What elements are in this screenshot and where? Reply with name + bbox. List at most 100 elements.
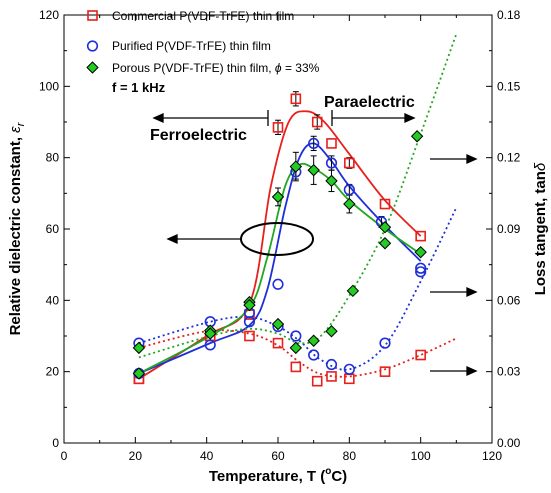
- dielectric-point-commercial: [326, 138, 337, 149]
- legend-label-commercial: Commercial P(VDF-TrFE) thin film: [112, 9, 294, 23]
- y2-tick-label: 0.18: [497, 8, 521, 22]
- loss-point-purified: [343, 363, 355, 375]
- dielectric-point-commercial: [379, 198, 391, 210]
- dielectric-point-commercial: [272, 122, 284, 133]
- paraelectric-label: Paraelectric: [324, 94, 415, 111]
- y-tick-label: 0: [52, 436, 59, 450]
- loss-point-commercial: [311, 375, 323, 387]
- loss-point-purified: [243, 316, 256, 328]
- dielectric-point-porous: [271, 190, 285, 204]
- dielectric-point-commercial: [415, 230, 426, 242]
- y-tick-label: 60: [46, 222, 60, 236]
- loss-point-commercial: [344, 373, 355, 385]
- y-tick-label: 40: [46, 293, 60, 307]
- x-tick-label: 60: [271, 449, 285, 463]
- loss-curve-porous: [138, 33, 458, 359]
- y2-tick-label: 0.03: [497, 365, 521, 379]
- y-tick-label: 100: [39, 79, 59, 93]
- loss-point-commercial: [272, 337, 284, 349]
- dielectric-point-commercial: [344, 157, 355, 169]
- dielectric-point-commercial: [311, 116, 323, 128]
- dielectric-point-porous: [132, 367, 146, 380]
- x-tick-label: 80: [343, 449, 357, 463]
- x-axis-title-main: Temperature, T (: [209, 468, 325, 485]
- data-markers: [132, 93, 427, 387]
- legend-label-porous-main: Porous P(VDF-TrFE) thin film,: [112, 61, 275, 75]
- dielectric-point-purified: [272, 278, 284, 290]
- y-axis-title-main: Relative dielectric constant,: [7, 133, 24, 336]
- loss-point-porous: [204, 327, 217, 340]
- legend-label-porous: Porous P(VDF-TrFE) thin film, ϕ = 33%: [112, 61, 320, 75]
- y2-tick-label: 0.00: [497, 436, 521, 450]
- loss-point-purified: [325, 358, 338, 371]
- dielectric-point-porous: [307, 163, 320, 177]
- loss-arrowhead-3: [466, 365, 478, 377]
- y2-tick-label: 0.09: [497, 222, 521, 236]
- dielectric-point-purified: [343, 184, 355, 196]
- loss-point-porous: [410, 130, 424, 143]
- x-tick-label: 40: [200, 449, 214, 463]
- loss-point-purified: [379, 337, 391, 349]
- loss-point-commercial: [415, 349, 426, 361]
- dielectric-point-porous: [343, 197, 356, 211]
- frequency-label: f = 1 kHz: [112, 80, 166, 95]
- legend-label-purified: Purified P(VDF-TrFE) thin film: [112, 39, 271, 53]
- dielectric-point-purified: [325, 157, 338, 169]
- loss-point-purified: [290, 330, 302, 342]
- loss-point-porous: [289, 341, 303, 355]
- dielectric-point-porous: [378, 221, 392, 234]
- legend: Commercial P(VDF-TrFE) thin film Purifie…: [86, 9, 320, 95]
- dielectric-point-porous: [289, 160, 303, 173]
- legend-marker-purified: [86, 40, 99, 52]
- loss-curve-commercial: [138, 329, 457, 378]
- x-axis-title: Temperature, T (oC): [209, 466, 347, 485]
- dielectric-point-purified: [204, 339, 216, 351]
- y2-tick-label: 0.15: [497, 79, 521, 93]
- legend-label-porous-tail: = 33%: [282, 61, 320, 75]
- dielectric-point-porous: [325, 174, 338, 188]
- dielectric-curve-purified: [138, 142, 422, 375]
- loss-point-commercial: [326, 371, 337, 382]
- y2-axis-title-symbol: δ: [532, 162, 549, 171]
- loss-point-porous: [307, 334, 320, 347]
- y2-tick-label: 0.06: [497, 293, 521, 307]
- ferroelectric-label: Ferroelectric: [150, 127, 247, 144]
- fit-curves: [138, 33, 458, 380]
- loss-point-porous: [243, 298, 256, 312]
- loss-point-porous: [346, 284, 360, 298]
- legend-label-porous-symbol: ϕ: [275, 61, 282, 75]
- loss-point-porous: [378, 237, 392, 250]
- loss-arrowhead-1: [466, 153, 478, 165]
- loss-point-commercial: [244, 330, 255, 342]
- loss-point-commercial: [290, 361, 302, 373]
- loss-point-purified: [415, 266, 427, 278]
- loss-point-porous: [132, 341, 146, 355]
- loss-point-porous: [271, 317, 285, 331]
- x-tick-label: 20: [129, 449, 143, 463]
- x-axis-title-tail: C): [331, 468, 347, 485]
- y-tick-label: 80: [46, 151, 60, 165]
- paraelectric-arrowhead: [404, 112, 416, 124]
- loss-point-commercial: [379, 366, 391, 377]
- dielectric-point-commercial: [290, 93, 302, 105]
- x-tick-label: 120: [482, 449, 502, 463]
- dielectric-point-purified: [415, 262, 427, 274]
- loss-point-porous: [325, 325, 338, 338]
- y-axis-title-symbol: ε: [7, 126, 24, 133]
- y2-axis-title-main: Loss tangent, tan: [532, 171, 549, 295]
- legend-marker-porous: [86, 61, 99, 74]
- loss-arrowhead-2: [466, 286, 478, 298]
- x-tick-label: 0: [61, 449, 68, 463]
- dielectric-point-porous: [414, 245, 427, 259]
- y-tick-label: 20: [46, 365, 60, 379]
- ellipse-left-arrowhead: [166, 233, 178, 245]
- y-tick-label: 120: [39, 8, 59, 22]
- axis-ticks: [63, 14, 493, 444]
- y2-axis-title: Loss tangent, tanδ: [532, 162, 549, 295]
- y-axis-title: Relative dielectric constant, εr: [7, 121, 27, 335]
- loss-curve-purified: [138, 207, 458, 371]
- legend-marker-commercial: [87, 10, 98, 21]
- ferroelectric-arrowhead: [152, 112, 164, 124]
- dielectric-point-purified: [308, 137, 320, 149]
